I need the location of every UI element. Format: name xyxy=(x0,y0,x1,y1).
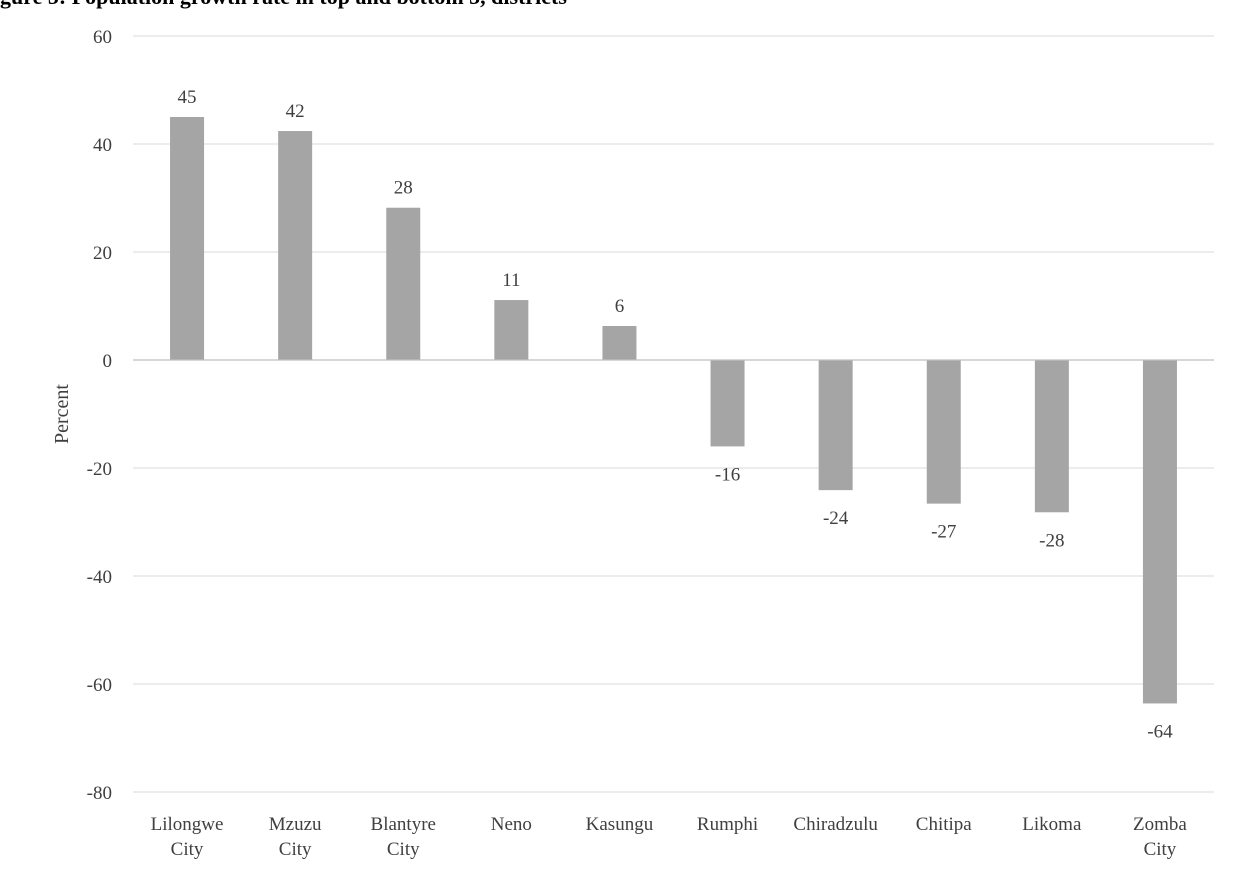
y-axis-label: Percent xyxy=(51,384,73,444)
x-tick-label: Chitipa xyxy=(916,814,973,835)
y-tick-label: -20 xyxy=(87,459,112,480)
bar xyxy=(818,360,853,491)
x-tick-label: Kasungu xyxy=(586,814,654,835)
bar xyxy=(710,360,745,447)
y-tick-label: -40 xyxy=(87,567,112,588)
data-label: 42 xyxy=(286,101,305,122)
bar xyxy=(170,117,205,360)
x-tick-label: Zomba City xyxy=(1133,814,1187,860)
chart-title: gure 5: Population growth rate in top an… xyxy=(0,0,567,10)
data-label: 45 xyxy=(178,87,197,108)
x-tick-label: Mzuzu City xyxy=(269,814,322,860)
y-tick-label: -60 xyxy=(87,675,112,696)
data-label: 11 xyxy=(502,270,520,291)
y-tick-label: 0 xyxy=(103,351,113,372)
x-tick-label: Blantyre City xyxy=(371,814,436,860)
data-label: -27 xyxy=(931,522,956,543)
y-axis-ticks: 60 40 20 0 -20 -40 -60 -80 xyxy=(87,27,112,804)
y-tick-label: 20 xyxy=(93,243,112,264)
bar xyxy=(1142,360,1177,704)
bar xyxy=(926,360,961,504)
bar xyxy=(602,325,637,360)
x-tick-label: Likoma xyxy=(1022,814,1082,835)
category-labels: Lilongwe City Mzuzu City Blantyre City Neno Kas… xyxy=(151,814,1188,860)
y-tick-label: 60 xyxy=(93,27,112,48)
y-tick-label: -80 xyxy=(87,783,112,804)
data-label: 6 xyxy=(615,296,625,317)
data-label: -64 xyxy=(1147,721,1173,742)
data-label: 28 xyxy=(394,178,413,199)
x-tick-label: Rumphi xyxy=(697,814,758,835)
data-label: -24 xyxy=(823,508,849,529)
x-tick-label: Lilongwe City xyxy=(151,814,224,860)
data-label: -28 xyxy=(1039,530,1064,551)
data-labels: 45 42 28 11 6 -16 -24 -27 -28 -64 xyxy=(178,87,1174,742)
bars xyxy=(170,117,1177,704)
bar xyxy=(278,131,313,360)
bar xyxy=(1034,360,1069,513)
bar xyxy=(386,207,421,360)
bar xyxy=(494,300,529,360)
x-tick-label: Chiradzulu xyxy=(793,814,878,835)
x-tick-label: Neno xyxy=(491,814,532,835)
data-label: -16 xyxy=(715,464,740,485)
gridlines xyxy=(133,35,1214,793)
y-tick-label: 40 xyxy=(93,135,112,156)
